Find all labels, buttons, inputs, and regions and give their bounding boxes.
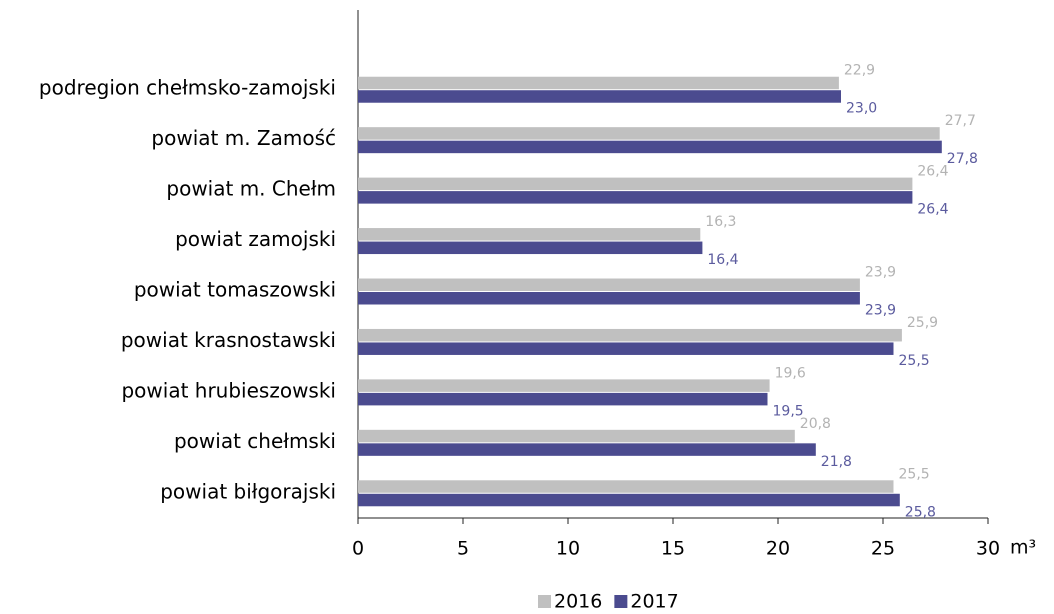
bar — [358, 127, 940, 140]
bar — [358, 191, 913, 204]
bar — [358, 140, 942, 154]
x-tick-label: 10 — [556, 538, 580, 560]
value-label: 19,5 — [773, 403, 804, 419]
bar — [358, 177, 913, 191]
bar — [358, 292, 860, 305]
x-tick-label: 20 — [766, 538, 790, 560]
value-label: 23,9 — [865, 265, 896, 281]
y-tick-label: powiat m. Zamość — [151, 126, 336, 150]
y-tick-label: powiat chełmski — [174, 429, 336, 453]
legend-label: 2017 — [630, 591, 678, 611]
bar — [358, 90, 841, 103]
bar — [358, 480, 894, 493]
bar — [358, 328, 902, 342]
value-label: 19,6 — [775, 365, 806, 381]
bar — [358, 342, 894, 355]
legend-swatch — [538, 595, 551, 608]
y-tick-label: powiat hrubieszowski — [121, 378, 336, 402]
bar — [358, 443, 816, 456]
y-tick-label: podregion chełmsko-zamojski — [39, 76, 336, 100]
value-label: 25,8 — [905, 504, 936, 520]
value-label: 16,4 — [707, 252, 738, 268]
x-tick-label: 25 — [871, 538, 895, 560]
y-tick-label: powiat tomaszowski — [134, 278, 336, 302]
x-tick-label: 15 — [661, 538, 685, 560]
value-label: 16,3 — [705, 214, 736, 230]
x-tick-label: 30 — [976, 538, 1000, 560]
bar — [358, 493, 900, 507]
value-label: 22,9 — [844, 63, 875, 79]
value-label: 23,9 — [865, 303, 896, 319]
x-tick-label: 0 — [352, 538, 364, 560]
bar — [358, 278, 860, 291]
value-label: 26,4 — [917, 202, 948, 218]
bar — [358, 392, 768, 406]
y-tick-label: powiat krasnostawski — [121, 328, 336, 352]
value-label: 27,7 — [945, 113, 976, 129]
x-axis-label: m³ — [1010, 537, 1036, 559]
value-label: 23,0 — [846, 101, 877, 117]
value-label: 26,4 — [917, 164, 948, 180]
value-label: 25,9 — [907, 315, 938, 331]
value-label: 25,5 — [899, 353, 930, 369]
legend-swatch — [614, 595, 628, 608]
y-tick-label: powiat zamojski — [175, 227, 336, 251]
value-label: 27,8 — [947, 151, 978, 167]
value-label: 21,8 — [821, 454, 852, 470]
x-tick-label: 5 — [457, 538, 469, 560]
legend-label: 2016 — [554, 591, 602, 611]
bar — [358, 241, 703, 255]
y-tick-label: powiat m. Chełm — [166, 177, 336, 201]
value-label: 20,8 — [800, 416, 831, 432]
bar — [358, 228, 701, 241]
bar — [358, 76, 839, 90]
bar — [358, 429, 795, 443]
value-label: 25,5 — [899, 466, 930, 482]
y-tick-label: powiat biłgorajski — [160, 479, 336, 503]
bar — [358, 379, 770, 392]
